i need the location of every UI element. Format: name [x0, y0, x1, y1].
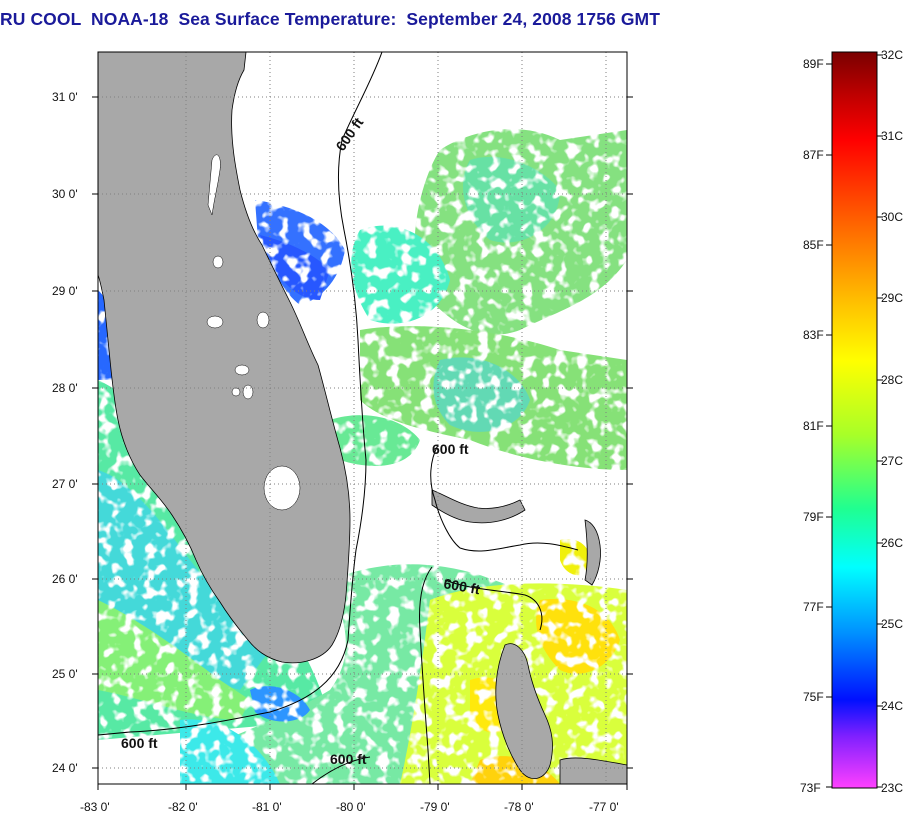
- fahrenheit-label: 81F: [803, 419, 824, 433]
- lat-label: 25 0': [52, 667, 78, 681]
- florida-peninsula: [98, 52, 351, 664]
- fahrenheit-label: 79F: [803, 510, 824, 524]
- celsius-label: 32C: [881, 48, 903, 62]
- lon-label: -78 0': [504, 800, 534, 814]
- fahrenheit-label: 73F: [800, 781, 821, 795]
- lake-okeechobee: [263, 465, 301, 511]
- contour-label-south: 600 ft: [330, 751, 367, 767]
- contour-label-southwest: 600 ft: [121, 735, 158, 751]
- contour-label-bahamas: 600 ft: [432, 441, 469, 457]
- celsius-label: 23C: [881, 781, 903, 795]
- celsius-label: 27C: [881, 454, 903, 468]
- contour-label-central: 600 ft: [442, 575, 481, 597]
- fahrenheit-label: 83F: [803, 328, 824, 342]
- lat-label: 30 0': [52, 187, 78, 201]
- cuba-edge: [559, 757, 627, 784]
- celsius-label: 24C: [881, 699, 903, 713]
- celsius-label: 28C: [881, 373, 903, 387]
- lon-label: -79 0': [420, 800, 450, 814]
- plot-frame: [97, 51, 628, 785]
- isobath-600ft: [98, 52, 579, 784]
- colorbar-gradient: [831, 51, 878, 789]
- inland-water: [206, 154, 301, 511]
- lon-label: -80 0': [336, 800, 366, 814]
- abaco-island: [584, 519, 601, 586]
- celsius-label: 31C: [881, 129, 903, 143]
- lon-label: -77 0': [589, 800, 619, 814]
- fahrenheit-label: 89F: [803, 57, 824, 71]
- latitude-labels: 31 0' 30 0' 29 0' 28 0' 27 0' 26 0' 25 0…: [52, 90, 78, 775]
- colorbar-fahrenheit-labels: 89F 87F 85F 83F 81F 79F 77F 75F 73F: [800, 57, 824, 795]
- temperature-colorbar: 89F 87F 85F 83F 81F 79F 77F 75F 73F 32C …: [800, 48, 903, 795]
- colorbar-celsius-labels: 32C 31C 30C 29C 28C 27C 26C 25C 24C 23C: [881, 48, 903, 795]
- lat-label: 31 0': [52, 90, 78, 104]
- map-title: RU COOL NOAA-18 Sea Surface Temperature:…: [0, 9, 661, 29]
- fahrenheit-label: 75F: [803, 690, 824, 704]
- lat-label: 26 0': [52, 572, 78, 586]
- celsius-label: 26C: [881, 536, 903, 550]
- celsius-label: 25C: [881, 617, 903, 631]
- celsius-label: 29C: [881, 291, 903, 305]
- lon-label: -81 0': [252, 800, 282, 814]
- land-layer: [98, 52, 627, 784]
- lon-label: -83 0': [80, 800, 110, 814]
- lat-label: 29 0': [52, 284, 78, 298]
- lat-label: 24 0': [52, 761, 78, 775]
- grand-bahama: [431, 489, 526, 524]
- andros-island: [495, 643, 553, 779]
- fahrenheit-label: 87F: [803, 148, 824, 162]
- fahrenheit-label: 77F: [803, 600, 824, 614]
- lon-label: -82 0': [168, 800, 198, 814]
- graticule: [98, 52, 627, 784]
- celsius-label: 30C: [881, 210, 903, 224]
- longitude-labels: -83 0' -82 0' -81 0' -80 0' -79 0' -78 0…: [80, 800, 619, 814]
- tick-marks: [92, 96, 633, 790]
- lat-label: 27 0': [52, 477, 78, 491]
- lat-label: 28 0': [52, 381, 78, 395]
- sst-data-layer: [98, 129, 627, 784]
- fahrenheit-label: 85F: [803, 238, 824, 252]
